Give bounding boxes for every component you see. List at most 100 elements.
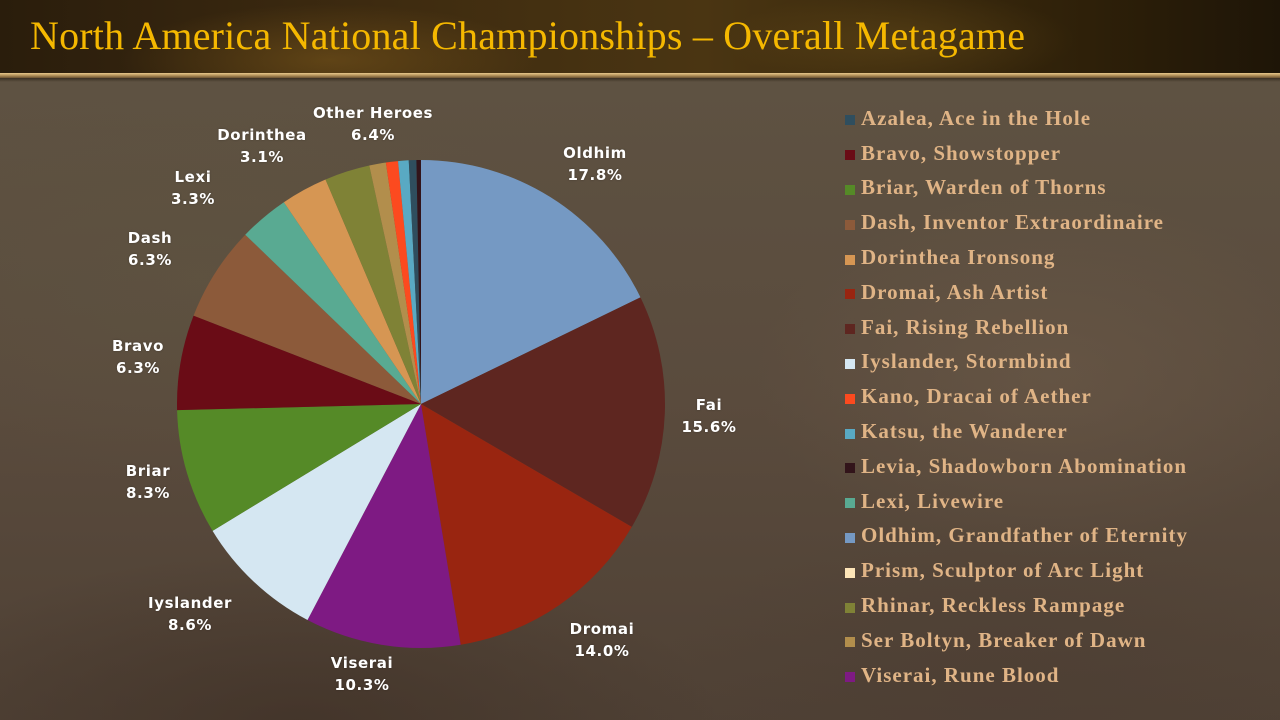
pie-slice-levia xyxy=(416,160,421,404)
legend-label: Oldhim, Grandfather of Eternity xyxy=(861,523,1188,548)
legend-swatch-icon xyxy=(845,184,855,195)
data-label-percent: 15.6% xyxy=(681,418,737,436)
legend-swatch-icon xyxy=(845,602,855,613)
legend-label: Viserai, Rune Blood xyxy=(861,662,1060,687)
data-label-name: Viserai xyxy=(330,654,394,672)
legend-item: Kano, Dracai of Aether xyxy=(845,379,1188,414)
legend-swatch-icon xyxy=(845,150,855,161)
legend-swatch-icon xyxy=(845,358,855,369)
data-label-name: Fai xyxy=(695,396,723,414)
pie-slice-bravo xyxy=(177,315,421,411)
legend-item: Fai, Rising Rebellion xyxy=(845,310,1188,345)
legend-label: Bravo, Showstopper xyxy=(861,140,1062,165)
pie-slice-lexi xyxy=(245,202,421,404)
data-label-percent: 17.8% xyxy=(567,166,623,184)
data-label-percent: 6.3% xyxy=(115,359,161,377)
pie-slice-katsu xyxy=(398,160,421,404)
legend-swatch-icon xyxy=(845,324,855,335)
legend-label: Briar, Warden of Thorns xyxy=(861,175,1107,200)
legend-item: Viserai, Rune Blood xyxy=(845,658,1188,693)
title-divider xyxy=(0,73,1280,78)
legend-label: Dorinthea Ironsong xyxy=(861,245,1056,270)
legend-label: Lexi, Livewire xyxy=(861,488,1005,513)
legend-item: Briar, Warden of Thorns xyxy=(845,171,1188,206)
data-label-viserai: Viserai 10.3% xyxy=(331,652,393,696)
legend-label: Iyslander, Stormbind xyxy=(861,349,1072,374)
pie-slice-rhinar xyxy=(325,165,421,404)
pie-slice-briar xyxy=(177,404,421,531)
data-label-oldhim: Oldhim 17.8% xyxy=(563,142,627,186)
data-label-percent: 14.0% xyxy=(574,642,630,660)
legend-label: Azalea, Ace in the Hole xyxy=(861,105,1092,130)
legend-label: Kano, Dracai of Aether xyxy=(861,384,1092,409)
data-label-bravo: Bravo 6.3% xyxy=(112,335,164,379)
legend-item: Lexi, Livewire xyxy=(845,484,1188,519)
legend-item: Iyslander, Stormbind xyxy=(845,345,1188,380)
legend-label: Fai, Rising Rebellion xyxy=(861,314,1070,339)
legend-item: Ser Boltyn, Breaker of Dawn xyxy=(845,623,1188,658)
pie-slice-ser-boltyn xyxy=(369,162,421,404)
legend-swatch-icon xyxy=(845,498,855,509)
page-title: North America National Championships – O… xyxy=(30,13,1026,58)
legend-swatch-icon xyxy=(845,254,855,265)
pie-slice-fai xyxy=(421,297,665,527)
pie-slice-azalea xyxy=(408,160,421,404)
legend-item: Prism, Sculptor of Arc Light xyxy=(845,553,1188,588)
legend-swatch-icon xyxy=(845,463,855,474)
legend-label: Rhinar, Reckless Rampage xyxy=(861,593,1126,618)
legend-item: Oldhim, Grandfather of Eternity xyxy=(845,519,1188,554)
pie-slice-oldhim xyxy=(421,160,641,404)
chart-legend: Azalea, Ace in the Hole Bravo, Showstoppe… xyxy=(845,101,1188,693)
data-label-briar: Briar 8.3% xyxy=(126,460,171,504)
legend-item: Levia, Shadowborn Abomination xyxy=(845,449,1188,484)
legend-item: Dash, Inventor Extraordinaire xyxy=(845,205,1188,240)
legend-item: Azalea, Ace in the Hole xyxy=(845,101,1188,136)
legend-swatch-icon xyxy=(845,219,855,230)
data-label-name: Bravo xyxy=(111,337,165,355)
legend-item: Katsu, the Wanderer xyxy=(845,414,1188,449)
legend-swatch-icon xyxy=(845,532,855,543)
legend-label: Katsu, the Wanderer xyxy=(861,419,1068,444)
data-label-name: Iyslander xyxy=(148,594,232,612)
data-label-name: Dash xyxy=(127,229,173,247)
legend-swatch-icon xyxy=(845,289,855,300)
pie-slice-dorinthea xyxy=(283,179,421,404)
legend-swatch-icon xyxy=(845,393,855,404)
legend-item: Rhinar, Reckless Rampage xyxy=(845,588,1188,623)
data-label-fai: Fai 15.6% xyxy=(681,394,736,438)
data-label-percent: 6.3% xyxy=(127,251,172,269)
pie-slice-dash xyxy=(193,234,421,404)
data-label-percent: 10.3% xyxy=(334,676,390,694)
data-label-lexi: Lexi 3.3% xyxy=(171,166,215,210)
title-divider-shadow xyxy=(0,78,1280,82)
pie-slices xyxy=(177,160,665,649)
data-label-dromai: Dromai 14.0% xyxy=(570,618,635,662)
data-label-percent: 8.6% xyxy=(167,616,213,634)
data-label-percent: 6.4% xyxy=(350,126,395,144)
legend-swatch-icon xyxy=(845,672,855,683)
data-label-name: Oldhim xyxy=(563,144,627,162)
legend-label: Levia, Shadowborn Abomination xyxy=(861,453,1187,478)
title-banner xyxy=(0,0,1280,76)
legend-label: Dromai, Ash Artist xyxy=(861,279,1049,304)
pie-slice-kano xyxy=(385,161,421,404)
data-label-name: Other Heroes xyxy=(312,104,434,122)
data-label-percent: 3.3% xyxy=(170,190,216,208)
legend-swatch-icon xyxy=(845,637,855,648)
legend-label: Ser Boltyn, Breaker of Dawn xyxy=(861,627,1147,652)
legend-item: Bravo, Showstopper xyxy=(845,136,1188,171)
data-label-name: Lexi xyxy=(174,168,212,186)
legend-swatch-icon xyxy=(845,115,855,126)
data-label-name: Dorinthea xyxy=(217,126,307,144)
data-label-percent: 8.3% xyxy=(125,484,170,502)
legend-item: Dorinthea Ironsong xyxy=(845,240,1188,275)
data-label-iyslander: Iyslander 8.6% xyxy=(148,592,232,636)
pie-slice-viserai xyxy=(307,404,461,649)
legend-item: Dromai, Ash Artist xyxy=(845,275,1188,310)
data-label-dash: Dash 6.3% xyxy=(128,227,173,271)
data-label-name: Briar xyxy=(125,462,171,480)
data-label-name: Dromai xyxy=(569,620,635,638)
data-label-percent: 3.1% xyxy=(239,148,284,166)
data-label-other: Other Heroes 6.4% xyxy=(313,102,433,146)
